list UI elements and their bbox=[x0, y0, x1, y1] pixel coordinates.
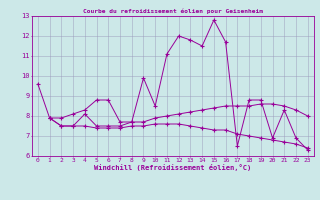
X-axis label: Windchill (Refroidissement éolien,°C): Windchill (Refroidissement éolien,°C) bbox=[94, 164, 252, 171]
Title: Courbe du refroidissement éolien pour Geisenheim: Courbe du refroidissement éolien pour Ge… bbox=[83, 9, 263, 14]
